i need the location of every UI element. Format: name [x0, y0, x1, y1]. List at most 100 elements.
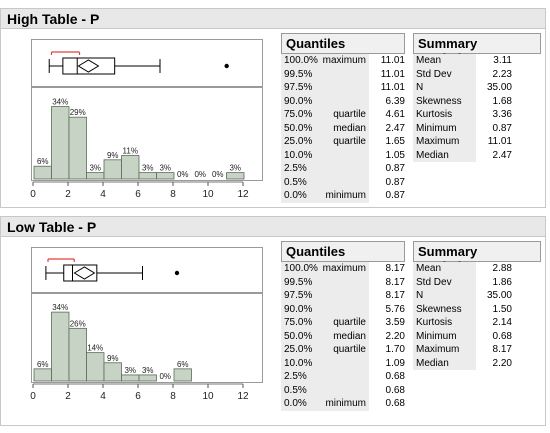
bar-data-label: 11%: [123, 147, 138, 156]
quantile-name: median: [333, 330, 366, 342]
quantile-name: minimum: [325, 398, 366, 409]
low-x-axis: 0 2 4 6 8 10 12: [30, 383, 249, 402]
x-tick-label: 6: [135, 189, 141, 200]
quantile-name: [322, 68, 366, 82]
bar-data-label: 9%: [107, 151, 119, 160]
quantile-pct: 75.0%: [284, 109, 313, 120]
quantile-pct: 97.5%: [284, 82, 313, 93]
quantile-value: 2.20: [385, 330, 405, 342]
low-box-plot: [31, 247, 263, 293]
quantile-name: [322, 162, 366, 176]
high-panel-title: High Table - P: [7, 11, 100, 27]
quantile-pct: 0.0%: [284, 190, 307, 201]
summary-stat-name: Std Dev: [416, 68, 452, 80]
high-summary-table: Summary Statistics Mean Std Dev N Skewne…: [413, 33, 541, 162]
high-panel-header[interactable]: High Table - P: [1, 9, 545, 29]
bar-data-label: 3%: [159, 164, 171, 173]
bar-data-label: 3%: [142, 164, 154, 173]
x-tick-label: 0: [30, 189, 36, 200]
quantile-name: [322, 303, 366, 317]
summary-stat-value: 2.88: [492, 263, 512, 274]
low-histogram: 6% 34% 26% 14% 9% 3% 3% 0% 6%: [31, 293, 263, 383]
histogram-bar: [86, 352, 105, 382]
x-tick-label: 8: [170, 391, 176, 402]
quantile-value: 2.47: [385, 122, 405, 134]
quantile-value: 3.59: [385, 317, 405, 328]
quantile-value: 5.76: [385, 303, 405, 315]
x-tick-label: 12: [237, 391, 249, 402]
quantile-pct: 10.0%: [284, 357, 313, 369]
high-quantiles-pct-col: 100.0% 99.5% 97.5% 90.0% 75.0% 50.0% 25.…: [281, 54, 322, 203]
bar-data-label: 0%: [159, 372, 171, 381]
quantile-name: [322, 81, 366, 95]
quantile-name: [322, 176, 366, 190]
bar-data-label: 34%: [52, 98, 68, 107]
quantile-name: quartile: [333, 344, 366, 355]
quantile-name: minimum: [325, 190, 366, 201]
x-tick-label: 2: [65, 189, 71, 200]
summary-stat-value: 1.68: [492, 95, 512, 107]
quantile-name: [322, 384, 366, 398]
high-histogram: 6% 34% 29% 3% 9% 11% 3% 3% 0% 0% 0% 3%: [31, 87, 263, 181]
quantile-pct: 75.0%: [284, 317, 313, 328]
low-panel-title: Low Table - P: [7, 219, 97, 235]
summary-stat-value: 1.50: [492, 303, 512, 315]
high-quantiles-name-col: maximum quartile median quartile minimum: [322, 54, 369, 203]
quantile-value: 0.87: [385, 190, 405, 201]
high-quantiles-title[interactable]: Quantiles: [281, 33, 405, 54]
low-summary-value-col: 2.88 1.86 35.00 1.50 2.14 0.68 8.17 2.20: [476, 262, 512, 370]
bar-data-label: 14%: [87, 344, 103, 353]
summary-stat-name: Minimum: [416, 330, 457, 342]
mean-diamond: [73, 266, 96, 280]
histogram-bar: [51, 106, 70, 180]
high-summary-title[interactable]: Summary Statistics: [413, 33, 541, 66]
high-quantiles-value-col: 11.01 11.01 11.01 6.39 4.61 2.47 1.65 1.…: [369, 54, 405, 203]
x-tick-label: 10: [202, 391, 214, 402]
x-tick-label: 10: [202, 189, 214, 200]
quantile-value: 1.05: [385, 149, 405, 161]
summary-stat-name: N: [416, 82, 424, 93]
low-box-plot-svg: [45, 258, 180, 282]
summary-stat-value: 35.00: [486, 82, 512, 93]
summary-stat-name: Mean: [416, 55, 442, 66]
low-table-panel: Low Table - P 6% 34% 26% 14% 9% 3% 3% 0% 6% 0 2 4 6…: [0, 216, 546, 426]
quantile-pct: 2.5%: [284, 163, 307, 174]
quantile-pct: 97.5%: [284, 290, 313, 301]
quantile-value: 6.39: [385, 95, 405, 107]
quantile-value: 8.17: [385, 276, 405, 288]
high-box-plot: [31, 39, 263, 87]
summary-stat-value: 1.86: [492, 276, 512, 288]
quantile-pct: 90.0%: [284, 303, 313, 315]
histogram-bar: [138, 374, 157, 382]
low-summary-title[interactable]: Summary Statistics: [413, 241, 541, 274]
quantile-pct: 99.5%: [284, 68, 313, 80]
x-tick-label: 12: [237, 189, 249, 200]
high-quantiles-table: Quantiles 100.0% 99.5% 97.5% 90.0% 75.0%…: [281, 33, 405, 203]
low-panel-header[interactable]: Low Table - P: [1, 217, 545, 237]
summary-stat-value: 3.11: [493, 55, 512, 66]
summary-stat-value: 11.01: [487, 136, 512, 147]
quantile-pct: 90.0%: [284, 95, 313, 107]
quantile-pct: 0.5%: [284, 176, 307, 188]
quantile-name: quartile: [333, 136, 366, 147]
x-tick-label: 8: [170, 189, 176, 200]
histogram-bar: [156, 172, 175, 180]
bar-data-label: 3%: [124, 366, 136, 375]
bar-data-label: 26%: [70, 319, 86, 328]
histogram-bar: [68, 327, 87, 382]
quantile-pct: 50.0%: [284, 330, 313, 342]
quantile-value: 1.09: [385, 357, 405, 369]
quantile-pct: 25.0%: [284, 344, 313, 355]
summary-stat-value: 35.00: [486, 290, 512, 301]
summary-stat-name: N: [416, 290, 424, 301]
x-tick-label: 4: [100, 391, 106, 402]
low-summary-table: Summary Statistics Mean Std Dev N Skewne…: [413, 241, 541, 370]
quantile-name: median: [333, 122, 366, 134]
quantile-name: [322, 357, 366, 371]
quantile-value: 11.01: [380, 68, 405, 80]
bar-data-label: 29%: [70, 108, 86, 117]
low-quantiles-value-col: 8.17 8.17 8.17 5.76 3.59 2.20 1.70 1.09 …: [369, 262, 405, 411]
x-tick-label: 2: [65, 391, 71, 402]
low-quantiles-title[interactable]: Quantiles: [281, 241, 405, 262]
summary-stat-name: Skewness: [416, 95, 462, 107]
